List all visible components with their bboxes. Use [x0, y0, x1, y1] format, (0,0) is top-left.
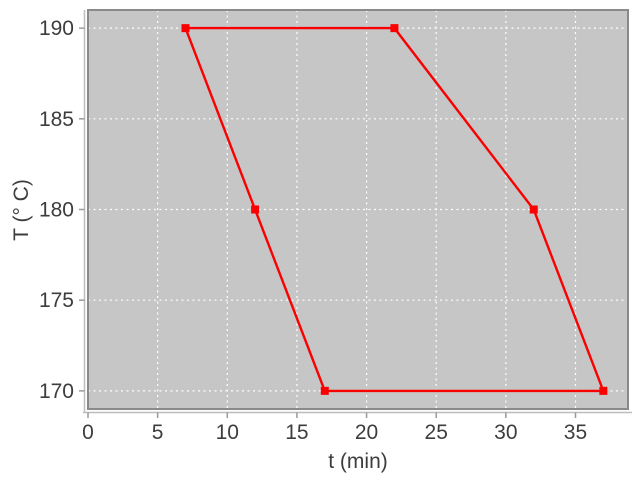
y-tick-label: 175 — [39, 289, 74, 312]
x-tick-label: 20 — [355, 421, 378, 444]
y-tick-labels: 170 175 180 185 190 — [39, 17, 74, 403]
x-tick-label: 15 — [285, 421, 308, 444]
data-point-marker — [320, 386, 329, 395]
y-axis-title: T (° C) — [10, 179, 33, 241]
axes — [79, 10, 632, 418]
x-axis-title: t (min) — [328, 450, 388, 473]
data-point-marker — [599, 386, 608, 395]
x-tick-label: 0 — [82, 421, 94, 444]
y-tick-label: 180 — [39, 199, 74, 222]
gridlines — [88, 10, 628, 409]
data-point-marker — [390, 24, 399, 33]
x-tick-label: 25 — [425, 421, 448, 444]
data-series — [181, 24, 608, 395]
data-point-marker — [181, 24, 190, 33]
x-tick-label: 35 — [564, 421, 587, 444]
data-point-marker — [529, 205, 538, 214]
data-point-marker — [251, 205, 260, 214]
x-tick-labels: 0 5 10 15 20 25 30 35 — [82, 421, 587, 444]
x-tick-label: 10 — [216, 421, 239, 444]
y-tick-label: 185 — [39, 108, 74, 131]
y-tick-label: 190 — [39, 17, 74, 40]
x-tick-label: 5 — [152, 421, 164, 444]
plot-border — [87, 9, 629, 410]
y-tick-label: 170 — [39, 380, 74, 403]
x-tick-label: 30 — [494, 421, 517, 444]
